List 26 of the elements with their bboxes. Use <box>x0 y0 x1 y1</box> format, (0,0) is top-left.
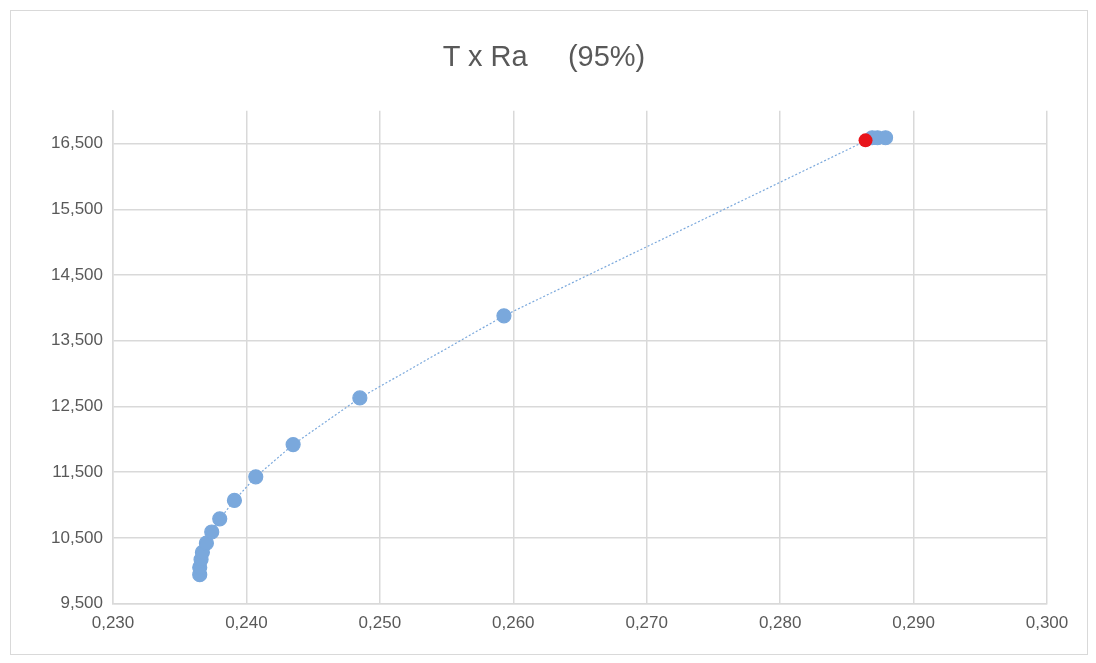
y-tick-label: 13,500 <box>51 330 103 350</box>
point <box>198 535 214 551</box>
x-tick-label: 0,300 <box>1025 613 1069 633</box>
y-tick-label: 11,500 <box>52 461 103 481</box>
point <box>285 436 301 453</box>
x-tick-label: 0,240 <box>225 613 268 633</box>
x-tick-label: 0,280 <box>758 613 802 633</box>
point <box>204 524 220 540</box>
point <box>212 511 228 527</box>
y-tick-label: 16,500 <box>51 133 103 153</box>
point <box>496 308 512 324</box>
x-tick-label: 0,270 <box>625 613 668 633</box>
point <box>226 492 243 509</box>
point <box>352 390 368 406</box>
y-tick-label: 10,500 <box>51 527 103 547</box>
x-tick-label: 0,230 <box>91 613 135 633</box>
y-tick-label: 14,500 <box>51 264 103 284</box>
x-tick-label: 0,290 <box>892 613 935 633</box>
point <box>248 469 264 485</box>
chart-title: T x Ra (95%) <box>442 40 646 73</box>
x-tick-label: 0,250 <box>358 613 402 633</box>
point <box>858 133 873 148</box>
x-tick-label: 0,260 <box>492 613 535 633</box>
y-tick-label: 15,500 <box>51 199 103 219</box>
y-tick-label: 9,500 <box>60 593 103 613</box>
y-tick-label: 12,500 <box>51 396 103 416</box>
